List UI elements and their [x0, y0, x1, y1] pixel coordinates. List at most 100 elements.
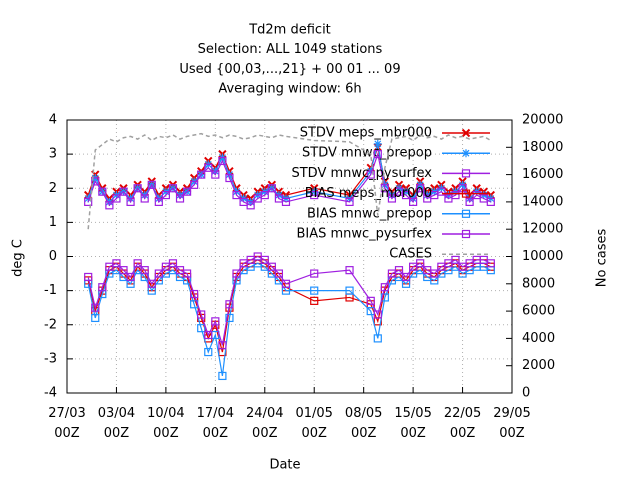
marker: [147, 180, 156, 189]
marker: [281, 279, 291, 288]
marker: [204, 347, 213, 357]
marker: [147, 279, 156, 288]
marker: [218, 156, 227, 166]
y2-axis-label: No cases: [595, 229, 610, 288]
marker: [91, 303, 100, 312]
marker: [133, 259, 142, 268]
marker: [154, 269, 163, 278]
y2-tick-label: 10000: [522, 249, 563, 264]
marker: [451, 255, 460, 265]
y-tick-label: 2: [49, 181, 57, 196]
x-tick-label: 15/05 00Z: [394, 406, 431, 441]
marker: [225, 313, 234, 323]
marker: [105, 201, 114, 210]
marker: [211, 170, 220, 179]
marker: [486, 259, 495, 268]
y-axis-label: deg C: [11, 239, 26, 277]
marker: [401, 272, 411, 282]
legend-label: STDV mnwc_pysurfex: [291, 166, 432, 181]
marker: [380, 283, 389, 292]
marker: [98, 187, 107, 196]
x-tick-label: 08/05 00Z: [345, 406, 382, 441]
legend-label: BIAS meps_mbr000: [305, 186, 432, 201]
marker: [373, 310, 382, 319]
marker: [310, 269, 319, 278]
marker: [211, 317, 220, 326]
marker: [168, 184, 178, 193]
marker: [140, 194, 149, 203]
marker: [91, 313, 100, 323]
chart-title: Used {00,03,...,21} + 00 01 ... 09: [179, 62, 400, 77]
marker: [486, 197, 495, 206]
y-tick-label: 3: [49, 147, 57, 162]
x-tick-label: 17/04 00Z: [197, 406, 234, 441]
series-line: [87, 262, 492, 377]
marker: [451, 190, 460, 200]
marker: [140, 266, 149, 275]
marker: [267, 184, 276, 193]
x-tick-label: 10/04 00Z: [147, 406, 184, 441]
marker: [310, 296, 319, 305]
legend-label: BIAS mnwc_prepop: [307, 206, 432, 221]
marker: [373, 150, 382, 159]
marker: [260, 190, 269, 200]
series-line: [87, 255, 492, 346]
y2-tick-label: 20000: [522, 113, 563, 128]
y-tick-label: 4: [49, 113, 57, 128]
marker: [281, 197, 291, 206]
marker: [190, 180, 199, 189]
marker: [126, 197, 135, 206]
marker: [345, 286, 354, 295]
marker: [112, 194, 121, 203]
plot-frame: [66, 119, 513, 394]
marker: [310, 286, 319, 295]
marker: [366, 170, 375, 179]
x-tick-label: 03/04 00Z: [98, 406, 135, 441]
y2-tick-label: 14000: [522, 194, 563, 209]
marker: [154, 197, 163, 206]
x-tick-label: 22/05 00Z: [444, 406, 481, 441]
marker: [161, 190, 170, 200]
marker: [168, 259, 178, 268]
y-tick-label: -1: [44, 283, 57, 298]
x-tick-label: 29/05 00Z: [493, 406, 530, 441]
marker: [260, 255, 269, 265]
marker: [246, 201, 255, 210]
x-tick-label: 27/03 00Z: [48, 406, 85, 441]
marker: [373, 334, 382, 343]
marker: [461, 229, 471, 239]
chart-title: Td2m deficit: [248, 23, 331, 38]
marker: [182, 269, 192, 278]
marker: [274, 269, 284, 278]
marker: [133, 184, 142, 193]
y2-tick-label: 12000: [522, 222, 563, 237]
marker: [119, 187, 128, 196]
marker: [126, 272, 135, 282]
marker: [267, 262, 276, 271]
x-tick-label: 01/05 00Z: [295, 406, 332, 441]
marker: [345, 266, 354, 275]
marker: [366, 296, 375, 305]
marker: [182, 187, 192, 196]
y2-tick-label: 2000: [522, 358, 555, 373]
marker: [430, 269, 439, 278]
marker: [84, 272, 93, 282]
marker: [461, 189, 471, 198]
y-tick-label: -2: [44, 317, 57, 332]
y2-tick-label: 18000: [522, 140, 563, 155]
marker: [225, 300, 234, 309]
legend-label: CASES: [389, 247, 432, 262]
marker: [232, 269, 241, 278]
marker: [462, 149, 470, 158]
y2-tick-label: 6000: [522, 304, 555, 319]
y-tick-label: 1: [49, 215, 57, 230]
marker: [197, 324, 206, 333]
chart-title: Selection: ALL 1049 stations: [198, 42, 383, 57]
marker: [84, 197, 93, 206]
marker: [190, 289, 199, 299]
marker: [175, 194, 185, 203]
marker: [387, 194, 397, 203]
y-tick-label: 0: [49, 249, 57, 264]
y2-tick-label: 16000: [522, 167, 563, 182]
